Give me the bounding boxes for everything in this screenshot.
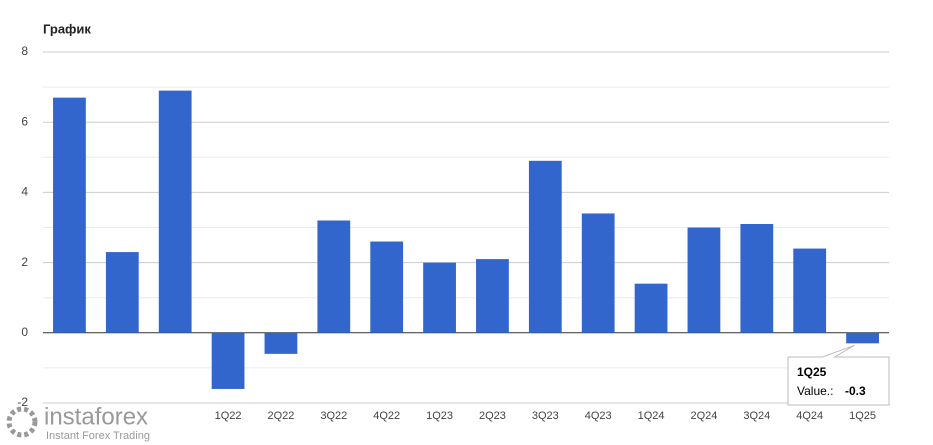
y-tick-label: 6 (21, 114, 28, 128)
bar (581, 213, 615, 333)
x-tick-label: 1Q22 (215, 410, 242, 422)
y-tick-label: 4 (21, 185, 28, 199)
x-tick-label: 4Q22 (373, 410, 400, 422)
tooltip-box (787, 344, 890, 406)
x-tick-label: 3Q23 (532, 410, 559, 422)
bar (687, 227, 721, 333)
bar (476, 259, 509, 333)
bar (846, 332, 879, 344)
bar (423, 262, 456, 333)
x-tick-label: 4Q23 (585, 410, 612, 422)
watermark-brand: instaforex (44, 403, 148, 430)
x-tick-label: 3Q22 (320, 410, 347, 422)
x-tick-label: 2Q24 (690, 410, 717, 422)
x-tick-label: 3Q24 (743, 410, 770, 422)
watermark-tagline: Instant Forex Trading (46, 430, 150, 442)
watermark-logo (6, 406, 38, 438)
bar (158, 90, 192, 333)
tooltip-value: -0.3 (845, 384, 866, 398)
x-tick-label: 1Q25 (849, 410, 876, 422)
y-tick-label: -2 (17, 395, 28, 409)
bar (740, 223, 774, 333)
x-tick-label: 2Q23 (479, 410, 506, 422)
bar (264, 332, 298, 354)
bar (528, 160, 562, 333)
x-tick-label: 1Q23 (426, 410, 453, 422)
y-tick-label: 2 (21, 255, 28, 269)
bar (634, 283, 668, 333)
bar (370, 241, 404, 333)
y-tick-label: 0 (21, 325, 28, 339)
bar (105, 252, 139, 333)
bar (53, 97, 86, 333)
bar (793, 248, 827, 333)
y-tick-label: 8 (21, 44, 28, 58)
tooltip-title: 1Q25 (797, 365, 827, 379)
tooltip-label: Value.: (797, 384, 833, 398)
bar (317, 220, 351, 333)
x-tick-label: 1Q24 (638, 410, 665, 422)
x-tick-label: 2Q22 (267, 410, 294, 422)
bar (211, 332, 245, 389)
x-tick-label: 4Q24 (796, 410, 823, 422)
chart-title: График (43, 21, 91, 36)
